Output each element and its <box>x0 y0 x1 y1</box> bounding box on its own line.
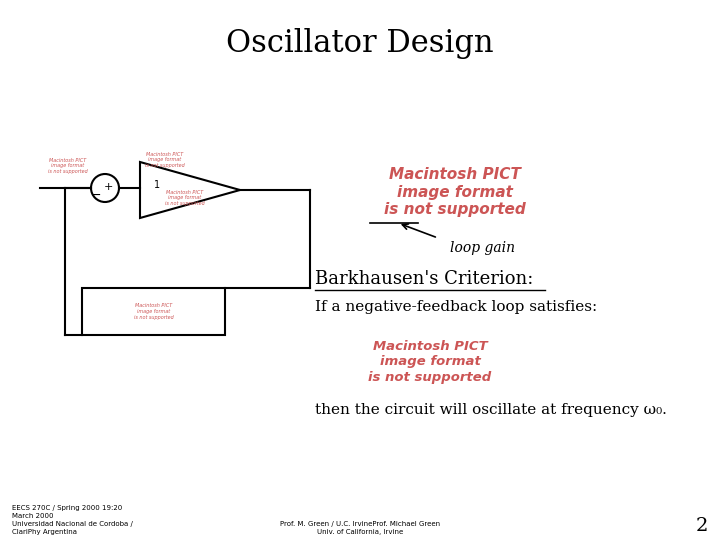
Text: Prof. M. Green / U.C. IrvineProf. Michael Green
Univ. of California, Irvine: Prof. M. Green / U.C. IrvineProf. Michae… <box>280 521 440 535</box>
Text: Macintosh PICT
image format
is not supported: Macintosh PICT image format is not suppo… <box>165 190 205 206</box>
Text: Macintosh PICT
image format
is not supported: Macintosh PICT image format is not suppo… <box>48 158 88 174</box>
Text: 2: 2 <box>696 517 708 535</box>
Text: −: − <box>91 188 102 201</box>
Text: +: + <box>103 182 113 192</box>
Text: Oscillator Design: Oscillator Design <box>226 28 494 59</box>
Text: EECS 270C / Spring 2000 19:20
March 2000
Universidad Nacional de Cordoba /
Clari: EECS 270C / Spring 2000 19:20 March 2000… <box>12 505 133 535</box>
Text: Macintosh PICT
image format
is not supported: Macintosh PICT image format is not suppo… <box>369 341 492 383</box>
Text: Barkhausen's Criterion:: Barkhausen's Criterion: <box>315 270 534 288</box>
Text: Macintosh PICT
image format
is not supported: Macintosh PICT image format is not suppo… <box>145 152 185 168</box>
Bar <box>82 288 225 335</box>
Text: Macintosh PICT
image format
is not supported: Macintosh PICT image format is not suppo… <box>384 167 526 217</box>
Text: loop gain: loop gain <box>450 241 515 255</box>
Text: Macintosh PICT
image format
is not supported: Macintosh PICT image format is not suppo… <box>134 303 174 320</box>
Text: then the circuit will oscillate at frequency ω₀.: then the circuit will oscillate at frequ… <box>315 403 667 417</box>
Text: 1: 1 <box>154 180 160 190</box>
Text: If a negative-feedback loop satisfies:: If a negative-feedback loop satisfies: <box>315 300 598 314</box>
